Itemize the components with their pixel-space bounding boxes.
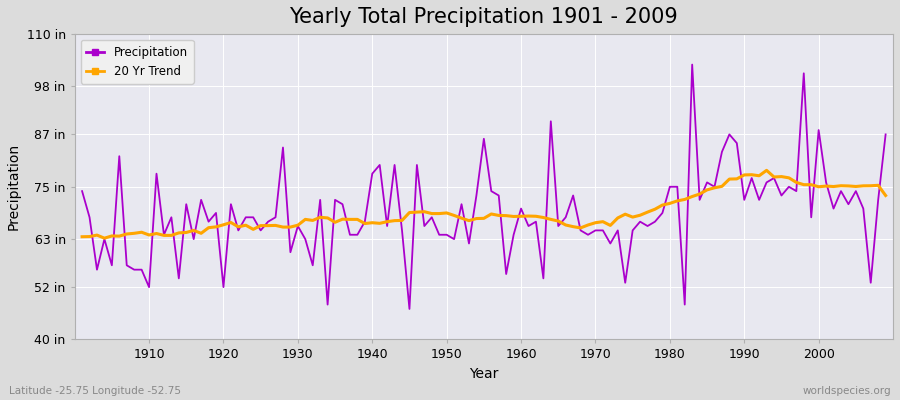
Text: Latitude -25.75 Longitude -52.75: Latitude -25.75 Longitude -52.75 bbox=[9, 386, 181, 396]
Text: worldspecies.org: worldspecies.org bbox=[803, 386, 891, 396]
Title: Yearly Total Precipitation 1901 - 2009: Yearly Total Precipitation 1901 - 2009 bbox=[290, 7, 679, 27]
Y-axis label: Precipitation: Precipitation bbox=[7, 143, 21, 230]
X-axis label: Year: Year bbox=[469, 367, 499, 381]
Legend: Precipitation, 20 Yr Trend: Precipitation, 20 Yr Trend bbox=[81, 40, 194, 84]
